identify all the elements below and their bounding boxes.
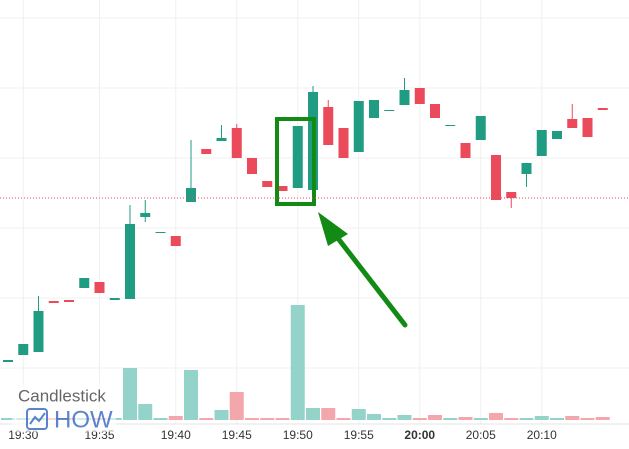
candle-body <box>125 224 135 299</box>
candle-body <box>567 119 578 128</box>
volume-bar <box>458 417 473 420</box>
candle-body <box>3 360 13 362</box>
volume-bar <box>428 415 442 420</box>
volume-bar <box>382 418 397 420</box>
volume-bar <box>123 368 137 420</box>
candle-body <box>491 155 501 200</box>
candle-body <box>216 138 227 141</box>
volume-bar <box>306 408 320 420</box>
x-tick-label: 20:05 <box>466 428 496 442</box>
volume-bar <box>153 418 168 420</box>
candle-body <box>48 301 59 303</box>
volume-bar <box>336 418 351 420</box>
volume-bar <box>229 392 244 420</box>
candle-body <box>231 128 242 158</box>
candle-body <box>582 118 593 137</box>
candle-body <box>18 344 29 355</box>
candle-body <box>247 158 257 174</box>
candle-body <box>186 188 196 202</box>
candle-body <box>338 128 349 158</box>
candle-body <box>353 101 364 152</box>
candle-body <box>399 90 410 105</box>
x-tick-label: 20:00 <box>404 428 435 442</box>
candle-body <box>430 104 440 118</box>
volume-bar <box>184 370 198 420</box>
x-tick-label: 19:50 <box>283 428 313 442</box>
candle-body <box>201 149 212 154</box>
volume-bar <box>473 418 488 420</box>
candle-body <box>33 311 44 352</box>
volume-bar <box>565 416 580 420</box>
candle-body <box>170 236 181 246</box>
volume-bar <box>367 414 381 420</box>
watermark-text: Candlestick <box>18 386 106 405</box>
candle-body <box>506 192 517 198</box>
candle-body <box>109 298 120 300</box>
volume-bar <box>275 418 290 420</box>
volume-bar <box>550 418 564 420</box>
candle-body <box>155 232 166 233</box>
volume-bar <box>245 418 259 420</box>
watermark: Candlestick HOW <box>12 384 116 433</box>
candle-body <box>369 100 379 118</box>
candle-body <box>140 213 151 217</box>
volume-bar <box>504 418 519 420</box>
volume-bar <box>412 418 427 420</box>
volume-bar <box>260 418 275 420</box>
candle-body <box>262 181 273 187</box>
volume-bar <box>397 415 412 420</box>
volume-bar <box>534 416 549 420</box>
volume-bar <box>489 413 503 420</box>
candle-body <box>536 130 547 156</box>
volume-bar <box>351 409 366 420</box>
volume-bar <box>138 404 153 420</box>
x-tick-label: 20:10 <box>527 428 557 442</box>
candle-body <box>521 163 532 174</box>
watermark-logo: HOW <box>54 406 113 433</box>
x-tick-label: 19:55 <box>344 428 374 442</box>
candle-body <box>597 108 608 110</box>
candle-body <box>64 300 74 302</box>
arrow <box>318 212 408 328</box>
volume-bar <box>519 418 534 420</box>
candle-body <box>475 116 486 140</box>
volume-bar <box>443 418 458 420</box>
volume-bar <box>580 418 595 420</box>
volume-bar <box>290 305 305 420</box>
candle-body <box>445 125 456 126</box>
x-tick-label: 19:45 <box>222 428 252 442</box>
volume-bar <box>1 418 15 420</box>
volume-bar <box>168 416 183 420</box>
candle-body <box>323 107 334 145</box>
candle-body <box>414 88 425 104</box>
vertical-grid <box>22 0 543 424</box>
volume-bar <box>321 408 336 420</box>
candle-body <box>460 143 471 158</box>
candle-body <box>277 186 288 191</box>
volume-bar <box>199 418 214 420</box>
volume-bar <box>214 410 229 420</box>
candle-body <box>79 278 90 288</box>
highlight-box <box>275 117 316 206</box>
candle-body <box>292 126 303 188</box>
candle-body <box>552 131 562 139</box>
candle-body <box>384 110 395 111</box>
x-tick-label: 19:40 <box>161 428 191 442</box>
candle-body <box>94 282 105 293</box>
volume-bar <box>595 417 610 420</box>
